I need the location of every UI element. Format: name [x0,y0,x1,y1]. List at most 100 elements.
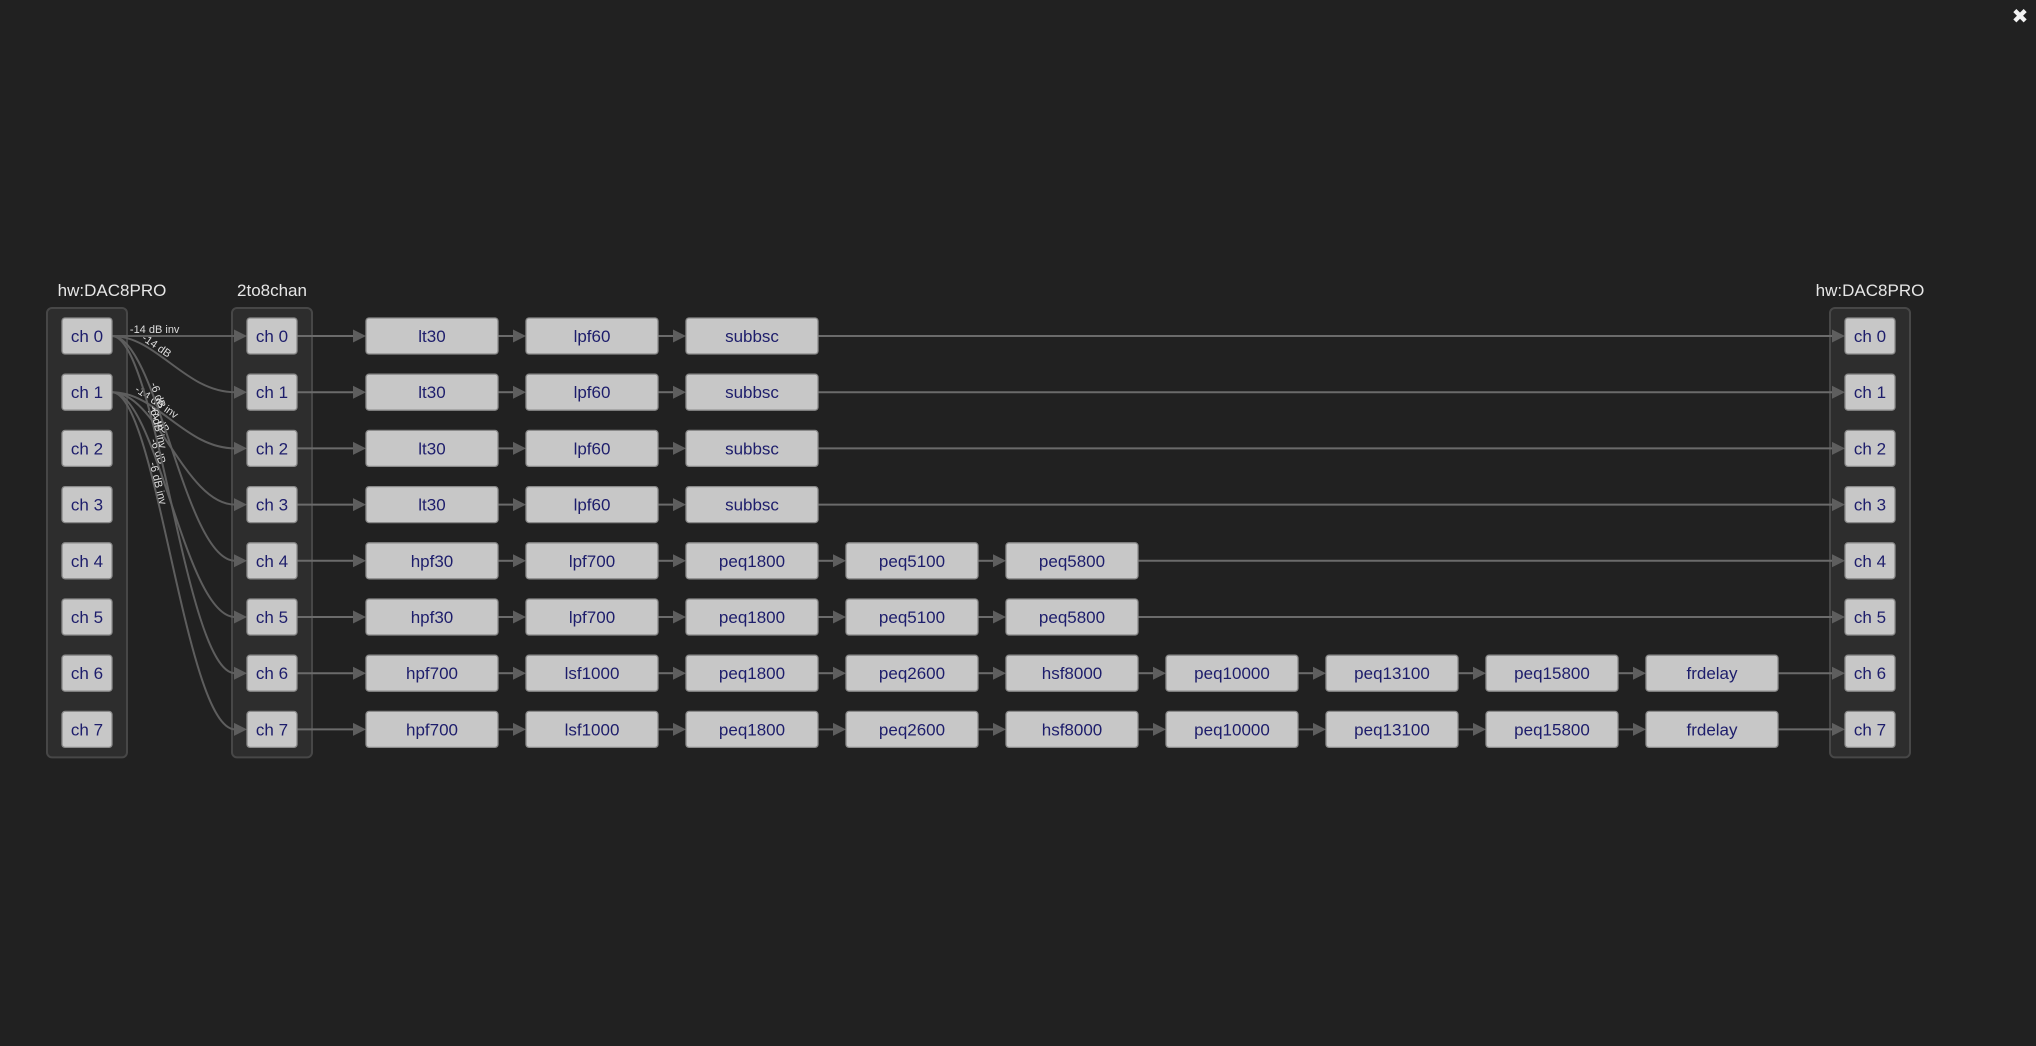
filter-peq1800-row6-node[interactable]: peq1800 [685,654,819,692]
filter-lt30-row1-node[interactable]: lt30 [365,373,499,411]
filter-lpf700-row4-node[interactable]: lpf700 [525,542,659,580]
filter-lt30-row3-node[interactable]: lt30 [365,485,499,524]
mix-edge-in1-to-mix2 [111,391,236,450]
out-ch-0-node[interactable]: ch 0 [1844,317,1896,355]
mix-ch-1-node-label: ch 1 [256,383,288,402]
filter-peq15800-row6-node-box [1485,654,1619,692]
mix-edge-in1-to-mix7 [111,391,236,731]
group-in-box [46,307,128,759]
mix-ch-5-node[interactable]: ch 5 [246,598,298,636]
filter-hsf8000-row7-node-box [1005,710,1139,749]
filter-lpf60-row1-node[interactable]: lpf60 [525,373,659,411]
filter-hpf30-row5-node-box [365,598,499,636]
filter-peq1800-row7-node[interactable]: peq1800 [685,710,819,749]
filter-lpf60-row2-node[interactable]: lpf60 [525,429,659,468]
filter-peq15800-row7-node[interactable]: peq15800 [1485,710,1619,749]
filter-lpf700-row4-node-label: lpf700 [569,552,615,571]
filter-lpf60-row3-node[interactable]: lpf60 [525,485,659,524]
filter-frdelay-row6-node[interactable]: frdelay [1645,654,1779,692]
mix-ch-4-node[interactable]: ch 4 [246,542,298,580]
edge-row5-stage0-arrow [353,610,366,624]
edge-row6-to-out-arrow [1832,666,1845,680]
filter-subbsc-row0-node[interactable]: subbsc [685,317,819,355]
mix-ch-2-node[interactable]: ch 2 [246,429,298,468]
in-ch-2-node[interactable]: ch 2 [61,429,113,468]
mix-ch-4-node-label: ch 4 [256,552,288,571]
edge-row5-to-out-arrow [1832,610,1845,624]
close-icon[interactable]: ✖ [2011,4,2029,28]
filter-peq5100-row4-node[interactable]: peq5100 [845,542,979,580]
mix-ch-3-node[interactable]: ch 3 [246,485,298,524]
out-ch-3-node[interactable]: ch 3 [1844,485,1896,524]
filter-peq2600-row6-node[interactable]: peq2600 [845,654,979,692]
filter-peq1800-row4-node[interactable]: peq1800 [685,542,819,580]
out-ch-3-node-label: ch 3 [1854,496,1886,515]
mix-ch-6-node[interactable]: ch 6 [246,654,298,692]
in-ch-0-node-label: ch 0 [71,327,103,346]
in-ch-1-node[interactable]: ch 1 [61,373,113,411]
edge-row6-stage2-arrow [673,666,686,680]
filter-peq5800-row4-node[interactable]: peq5800 [1005,542,1139,580]
filter-lpf700-row5-node-box [525,598,659,636]
mix-ch-0-node[interactable]: ch 0 [246,317,298,355]
filter-hpf30-row4-node-box [365,542,499,580]
filter-peq15800-row6-node[interactable]: peq15800 [1485,654,1619,692]
out-ch-6-node[interactable]: ch 6 [1844,654,1896,692]
filter-hsf8000-row7-node[interactable]: hsf8000 [1005,710,1139,749]
filter-hsf8000-row6-node[interactable]: hsf8000 [1005,654,1139,692]
filter-peq2600-row7-node[interactable]: peq2600 [845,710,979,749]
mix-ch-7-node[interactable]: ch 7 [246,710,298,749]
filter-subbsc-row3-node[interactable]: subbsc [685,485,819,524]
filter-frdelay-row7-node[interactable]: frdelay [1645,710,1779,749]
filter-lpf700-row5-node-label: lpf700 [569,608,615,627]
mix-ch-1-node[interactable]: ch 1 [246,373,298,411]
filter-lsf1000-row7-node-label: lsf1000 [565,720,620,739]
edge-row6-stage4-arrow [993,666,1006,680]
filter-peq5100-row5-node[interactable]: peq5100 [845,598,979,636]
filter-hpf700-row6-node[interactable]: hpf700 [365,654,499,692]
in-ch-6-node[interactable]: ch 6 [61,654,113,692]
edge-row6-stage1-arrow [513,666,526,680]
filter-subbsc-row1-node[interactable]: subbsc [685,373,819,411]
filter-peq13100-row7-node-label: peq13100 [1354,720,1430,739]
in-ch-0-node[interactable]: ch 0 [61,317,113,355]
filter-lsf1000-row6-node[interactable]: lsf1000 [525,654,659,692]
filter-peq13100-row7-node[interactable]: peq13100 [1325,710,1459,749]
filter-lpf60-row1-node-label: lpf60 [574,383,611,402]
out-ch-1-node[interactable]: ch 1 [1844,373,1896,411]
filter-peq2600-row7-node-box [845,710,979,749]
filter-lt30-row2-node[interactable]: lt30 [365,429,499,468]
in-ch-3-node[interactable]: ch 3 [61,485,113,524]
filter-hpf30-row4-node[interactable]: hpf30 [365,542,499,580]
filter-lt30-row0-node-box [365,317,499,355]
out-ch-7-node[interactable]: ch 7 [1844,710,1896,749]
in-ch-7-node[interactable]: ch 7 [61,710,113,749]
filter-lpf60-row0-node[interactable]: lpf60 [525,317,659,355]
edge-row1-stage2-arrow [673,385,686,399]
filter-peq10000-row6-node[interactable]: peq10000 [1165,654,1299,692]
mix-edge-in0-to-mix4 [111,335,236,562]
filter-peq13100-row6-node[interactable]: peq13100 [1325,654,1459,692]
out-ch-1-node-box [1844,373,1896,411]
filter-hpf700-row7-node[interactable]: hpf700 [365,710,499,749]
filter-subbsc-row2-node[interactable]: subbsc [685,429,819,468]
filter-peq10000-row7-node[interactable]: peq10000 [1165,710,1299,749]
in-ch-4-node[interactable]: ch 4 [61,542,113,580]
filter-lsf1000-row7-node[interactable]: lsf1000 [525,710,659,749]
in-ch-5-node[interactable]: ch 5 [61,598,113,636]
mix-gain-label-0: -14 dB inv [130,324,180,336]
out-ch-2-node[interactable]: ch 2 [1844,429,1896,468]
filter-peq5800-row5-node[interactable]: peq5800 [1005,598,1139,636]
filter-hpf30-row5-node[interactable]: hpf30 [365,598,499,636]
filter-lpf700-row5-node[interactable]: lpf700 [525,598,659,636]
filter-lt30-row0-node[interactable]: lt30 [365,317,499,355]
filter-hpf700-row6-node-label: hpf700 [406,664,458,683]
in-ch-6-node-box [61,654,113,692]
filter-peq1800-row5-node[interactable]: peq1800 [685,598,819,636]
out-ch-5-node[interactable]: ch 5 [1844,598,1896,636]
out-ch-4-node[interactable]: ch 4 [1844,542,1896,580]
mix-ch-6-node-label: ch 6 [256,664,288,683]
edge-row7-stage7-arrow [1473,722,1486,736]
out-ch-6-node-label: ch 6 [1854,664,1886,683]
out-ch-5-node-label: ch 5 [1854,608,1886,627]
